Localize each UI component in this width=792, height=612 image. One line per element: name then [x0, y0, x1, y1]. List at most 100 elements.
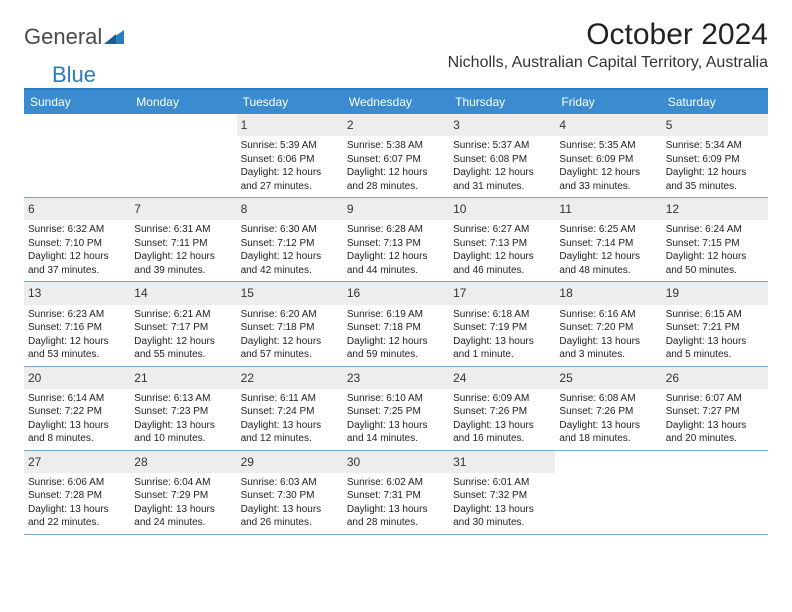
calendar-week: 6Sunrise: 6:32 AMSunset: 7:10 PMDaylight…: [24, 198, 768, 282]
day-number: 25: [555, 367, 661, 389]
calendar-day: 24Sunrise: 6:09 AMSunset: 7:26 PMDayligh…: [449, 367, 555, 450]
daylight-text: and 3 minutes.: [559, 348, 657, 362]
day-number: 12: [662, 198, 768, 220]
daylight-text: and 42 minutes.: [241, 264, 339, 278]
sunrise-text: Sunrise: 5:35 AM: [559, 139, 657, 153]
daylight-text: and 16 minutes.: [453, 432, 551, 446]
daylight-text: and 12 minutes.: [241, 432, 339, 446]
weekday-header: Saturday: [662, 90, 768, 114]
calendar-day: 11Sunrise: 6:25 AMSunset: 7:14 PMDayligh…: [555, 198, 661, 281]
calendar-week: 27Sunrise: 6:06 AMSunset: 7:28 PMDayligh…: [24, 451, 768, 535]
sunrise-text: Sunrise: 6:10 AM: [347, 392, 445, 406]
calendar-day: 31Sunrise: 6:01 AMSunset: 7:32 PMDayligh…: [449, 451, 555, 534]
day-number: 29: [237, 451, 343, 473]
daylight-text: Daylight: 12 hours: [347, 335, 445, 349]
sunset-text: Sunset: 7:17 PM: [134, 321, 232, 335]
calendar-day: 8Sunrise: 6:30 AMSunset: 7:12 PMDaylight…: [237, 198, 343, 281]
daylight-text: Daylight: 13 hours: [453, 419, 551, 433]
sunset-text: Sunset: 7:24 PM: [241, 405, 339, 419]
sunset-text: Sunset: 7:21 PM: [666, 321, 764, 335]
logo-text-blue: Blue: [52, 62, 96, 88]
calendar-day: 18Sunrise: 6:16 AMSunset: 7:20 PMDayligh…: [555, 282, 661, 365]
calendar-day: 14Sunrise: 6:21 AMSunset: 7:17 PMDayligh…: [130, 282, 236, 365]
sunset-text: Sunset: 7:26 PM: [559, 405, 657, 419]
daylight-text: Daylight: 13 hours: [28, 419, 126, 433]
daylight-text: Daylight: 13 hours: [559, 335, 657, 349]
day-number: 21: [130, 367, 236, 389]
day-number: 16: [343, 282, 449, 304]
sunset-text: Sunset: 7:31 PM: [347, 489, 445, 503]
daylight-text: Daylight: 12 hours: [347, 166, 445, 180]
sunrise-text: Sunrise: 6:13 AM: [134, 392, 232, 406]
sunset-text: Sunset: 7:16 PM: [28, 321, 126, 335]
daylight-text: and 39 minutes.: [134, 264, 232, 278]
daylight-text: Daylight: 13 hours: [134, 503, 232, 517]
weeks-container: ..1Sunrise: 5:39 AMSunset: 6:06 PMDaylig…: [24, 114, 768, 535]
daylight-text: and 46 minutes.: [453, 264, 551, 278]
calendar-day: 4Sunrise: 5:35 AMSunset: 6:09 PMDaylight…: [555, 114, 661, 197]
day-number: 23: [343, 367, 449, 389]
day-number: 10: [449, 198, 555, 220]
daylight-text: and 28 minutes.: [347, 180, 445, 194]
daylight-text: and 35 minutes.: [666, 180, 764, 194]
day-number: 11: [555, 198, 661, 220]
calendar-day: 12Sunrise: 6:24 AMSunset: 7:15 PMDayligh…: [662, 198, 768, 281]
calendar-day: 9Sunrise: 6:28 AMSunset: 7:13 PMDaylight…: [343, 198, 449, 281]
calendar-day: 20Sunrise: 6:14 AMSunset: 7:22 PMDayligh…: [24, 367, 130, 450]
sunrise-text: Sunrise: 6:25 AM: [559, 223, 657, 237]
sunset-text: Sunset: 7:19 PM: [453, 321, 551, 335]
daylight-text: Daylight: 12 hours: [28, 335, 126, 349]
daylight-text: Daylight: 13 hours: [666, 335, 764, 349]
calendar-day: 3Sunrise: 5:37 AMSunset: 6:08 PMDaylight…: [449, 114, 555, 197]
calendar-day: 27Sunrise: 6:06 AMSunset: 7:28 PMDayligh…: [24, 451, 130, 534]
day-number: 7: [130, 198, 236, 220]
daylight-text: Daylight: 12 hours: [134, 335, 232, 349]
sunrise-text: Sunrise: 6:20 AM: [241, 308, 339, 322]
day-number: 18: [555, 282, 661, 304]
daylight-text: Daylight: 13 hours: [347, 419, 445, 433]
day-number: 22: [237, 367, 343, 389]
calendar-day-empty: .: [24, 114, 130, 197]
calendar-day: 16Sunrise: 6:19 AMSunset: 7:18 PMDayligh…: [343, 282, 449, 365]
calendar-day: 10Sunrise: 6:27 AMSunset: 7:13 PMDayligh…: [449, 198, 555, 281]
sunrise-text: Sunrise: 5:37 AM: [453, 139, 551, 153]
day-number: 13: [24, 282, 130, 304]
sunrise-text: Sunrise: 6:28 AM: [347, 223, 445, 237]
daylight-text: Daylight: 12 hours: [241, 250, 339, 264]
daylight-text: and 37 minutes.: [28, 264, 126, 278]
sunrise-text: Sunrise: 6:14 AM: [28, 392, 126, 406]
daylight-text: Daylight: 13 hours: [453, 335, 551, 349]
calendar-day: 6Sunrise: 6:32 AMSunset: 7:10 PMDaylight…: [24, 198, 130, 281]
sunset-text: Sunset: 7:18 PM: [241, 321, 339, 335]
daylight-text: and 33 minutes.: [559, 180, 657, 194]
sunrise-text: Sunrise: 6:09 AM: [453, 392, 551, 406]
daylight-text: and 24 minutes.: [134, 516, 232, 530]
sunset-text: Sunset: 6:09 PM: [666, 153, 764, 167]
calendar-week: 20Sunrise: 6:14 AMSunset: 7:22 PMDayligh…: [24, 367, 768, 451]
sunrise-text: Sunrise: 6:19 AM: [347, 308, 445, 322]
calendar-day: 26Sunrise: 6:07 AMSunset: 7:27 PMDayligh…: [662, 367, 768, 450]
day-number: 20: [24, 367, 130, 389]
logo-line2: General: [24, 40, 768, 72]
day-number: 8: [237, 198, 343, 220]
daylight-text: and 55 minutes.: [134, 348, 232, 362]
day-number: 31: [449, 451, 555, 473]
day-number: 17: [449, 282, 555, 304]
daylight-text: Daylight: 13 hours: [559, 419, 657, 433]
sunset-text: Sunset: 7:20 PM: [559, 321, 657, 335]
calendar-day-empty: .: [130, 114, 236, 197]
calendar-day: 15Sunrise: 6:20 AMSunset: 7:18 PMDayligh…: [237, 282, 343, 365]
sunset-text: Sunset: 7:12 PM: [241, 237, 339, 251]
daylight-text: Daylight: 12 hours: [347, 250, 445, 264]
daylight-text: Daylight: 13 hours: [666, 419, 764, 433]
daylight-text: and 26 minutes.: [241, 516, 339, 530]
sunrise-text: Sunrise: 6:01 AM: [453, 476, 551, 490]
daylight-text: Daylight: 12 hours: [453, 166, 551, 180]
daylight-text: and 31 minutes.: [453, 180, 551, 194]
day-number: 4: [555, 114, 661, 136]
daylight-text: Daylight: 13 hours: [241, 419, 339, 433]
day-number: 15: [237, 282, 343, 304]
daylight-text: and 14 minutes.: [347, 432, 445, 446]
sunset-text: Sunset: 7:27 PM: [666, 405, 764, 419]
daylight-text: Daylight: 12 hours: [559, 166, 657, 180]
